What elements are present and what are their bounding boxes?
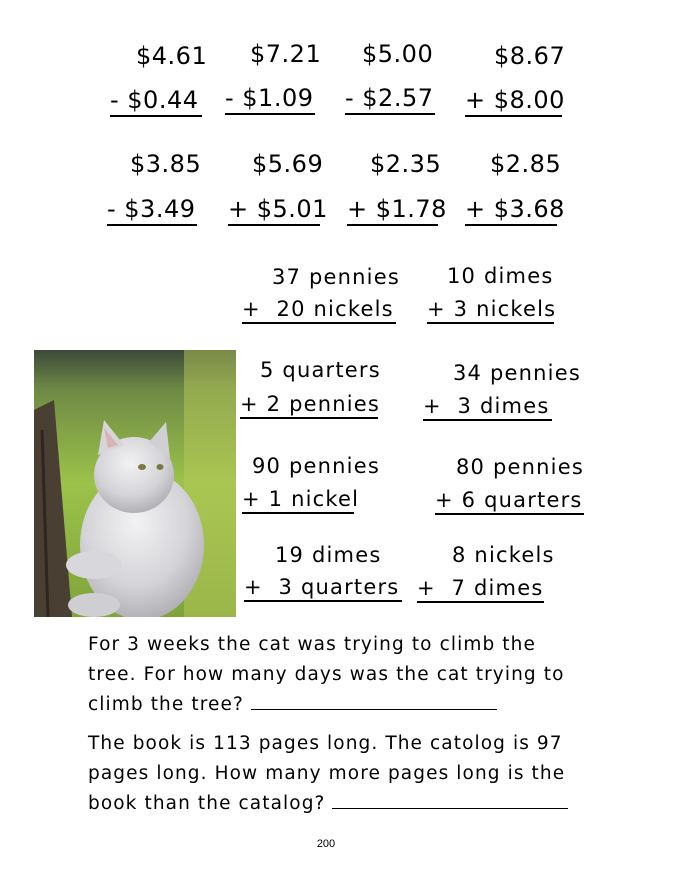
cat-photo bbox=[34, 350, 236, 617]
money-problem-2-bottom: - $1.09 bbox=[225, 86, 315, 115]
money-problem-7-top: $2.35 bbox=[370, 150, 442, 178]
coin-problem-5-top: 90 pennies bbox=[252, 454, 380, 478]
coin-problem-7-top: 19 dimes bbox=[275, 543, 382, 567]
word-problem-2-line-2: pages long. How many more pages long is … bbox=[88, 763, 566, 784]
coin-problem-6-bottom: + 6 quarters bbox=[435, 490, 584, 515]
money-problem-3-bottom: - $2.57 bbox=[345, 86, 435, 115]
money-problem-6-top: $5.69 bbox=[252, 150, 324, 178]
coin-problem-4-bottom: + 3 dimes bbox=[423, 396, 552, 421]
money-problem-1-bottom: - $0.44 bbox=[110, 88, 202, 117]
coin-problem-2-bottom: + 3 nickels bbox=[427, 299, 555, 324]
answer-blank-1[interactable] bbox=[250, 695, 497, 710]
coin-problem-8-top: 8 nickels bbox=[452, 543, 555, 567]
coin-problem-3-bottom: + 2 pennies bbox=[240, 394, 379, 419]
money-problem-7-bottom: + $1.78 bbox=[347, 197, 446, 226]
word-problem-2-line-3: book than the catalog? bbox=[88, 793, 333, 814]
money-problem-8-bottom: + $3.68 bbox=[465, 197, 564, 226]
coin-problem-1-bottom: + 20 nickels bbox=[242, 299, 396, 324]
coin-problem-7-bottom: + 3 quarters bbox=[244, 577, 402, 602]
word-problem-1-line-1: For 3 weeks the cat was trying to climb … bbox=[88, 634, 536, 655]
coin-problem-5-bottom: + 1 nickel bbox=[242, 489, 358, 514]
coin-problem-3-top: 5 quarters bbox=[260, 358, 381, 382]
money-problem-1-top: $4.61 bbox=[136, 42, 208, 70]
coin-problem-1-top: 37 pennies bbox=[272, 265, 400, 289]
coin-problem-6-top: 80 pennies bbox=[456, 455, 584, 479]
money-problem-6-bottom: + $5.01 bbox=[228, 197, 327, 226]
word-problem-2: The book is 113 pages long. The catolog … bbox=[88, 729, 569, 819]
page-number: 200 bbox=[316, 838, 336, 850]
word-problem-1: For 3 weeks the cat was trying to climb … bbox=[88, 630, 566, 720]
word-problem-1-line-2: tree. For how many days was the cat tryi… bbox=[88, 664, 565, 685]
money-problem-5-bottom: - $3.49 bbox=[107, 197, 197, 226]
money-problem-8-top: $2.85 bbox=[490, 150, 562, 178]
money-problem-2-top: $7.21 bbox=[250, 40, 322, 68]
word-problem-1-line-3: climb the tree? bbox=[88, 694, 251, 715]
money-problem-3-top: $5.00 bbox=[362, 40, 434, 68]
coin-problem-2-top: 10 dimes bbox=[447, 264, 554, 288]
coin-problem-8-bottom: + 7 dimes bbox=[417, 578, 544, 603]
answer-blank-2[interactable] bbox=[332, 794, 569, 809]
coin-problem-4-top: 34 pennies bbox=[453, 361, 581, 385]
money-problem-5-top: $3.85 bbox=[130, 150, 202, 178]
money-problem-4-top: $8.67 bbox=[494, 42, 566, 70]
money-problem-4-bottom: + $8.00 bbox=[465, 88, 564, 117]
word-problem-2-line-1: The book is 113 pages long. The catolog … bbox=[88, 733, 563, 754]
